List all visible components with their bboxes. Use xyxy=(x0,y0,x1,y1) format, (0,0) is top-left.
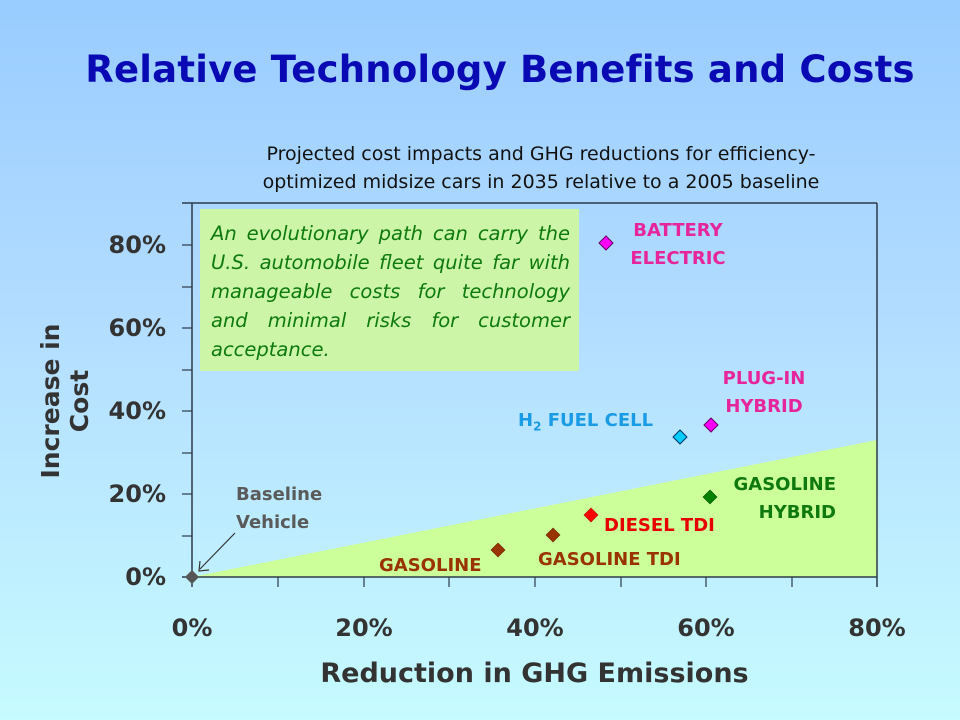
y-tick-80: 80% xyxy=(108,231,166,259)
marker-plug-in-hybrid xyxy=(703,417,719,433)
chart-subtitle: Projected cost impacts and GHG reduction… xyxy=(196,140,886,196)
x-axis-ticks xyxy=(277,577,793,587)
subtitle-line-2: optimized midsize cars in 2035 relative … xyxy=(262,171,820,193)
x-axis-label: Reduction in GHG Emissions xyxy=(320,658,749,689)
marker-battery-electric xyxy=(598,235,614,251)
label-battery-electric: BATTERY ELECTRIC xyxy=(630,220,726,269)
x-tick-80: 80% xyxy=(848,614,906,642)
label-plug-in-hybrid: PLUG-IN HYBRID xyxy=(722,368,806,417)
label-baseline-vehicle: Baseline Vehicle xyxy=(236,484,323,533)
marker-diesel-tdi xyxy=(583,507,599,523)
label-h2-fuel-cell: H2 FUEL CELL xyxy=(518,410,654,434)
marker-gasoline-tdi xyxy=(545,527,561,543)
manageable-cost-wedge xyxy=(192,440,877,577)
subtitle-line-1: Projected cost impacts and GHG reduction… xyxy=(266,143,816,165)
marker-gasoline xyxy=(490,542,506,558)
y-tick-20: 20% xyxy=(108,480,166,508)
marker-baseline xyxy=(185,570,199,584)
y-tick-60: 60% xyxy=(108,314,166,342)
baseline-arrow xyxy=(198,532,236,572)
label-gasoline: GASOLINE xyxy=(379,555,482,576)
y-axis-label: Increase in Cost xyxy=(36,323,94,479)
y-tick-40: 40% xyxy=(108,397,166,425)
marker-h2-fuel-cell xyxy=(672,429,688,445)
x-tick-60: 60% xyxy=(677,614,735,642)
annotation-callout: An evolutionary path can carry the U.S. … xyxy=(200,209,579,371)
x-tick-20: 20% xyxy=(335,614,393,642)
x-tick-0: 0% xyxy=(171,614,213,642)
marker-gasoline-hybrid xyxy=(702,489,718,505)
x-tick-40: 40% xyxy=(506,614,564,642)
label-diesel-tdi: DIESEL TDI xyxy=(604,515,715,536)
label-gasoline-hybrid: GASOLINE HYBRID xyxy=(733,474,837,523)
y-tick-0: 0% xyxy=(125,563,166,591)
slide-title: Relative Technology Benefits and Costs xyxy=(85,48,915,91)
y-axis-ticks xyxy=(182,244,192,537)
label-gasoline-tdi: GASOLINE TDI xyxy=(538,549,681,570)
